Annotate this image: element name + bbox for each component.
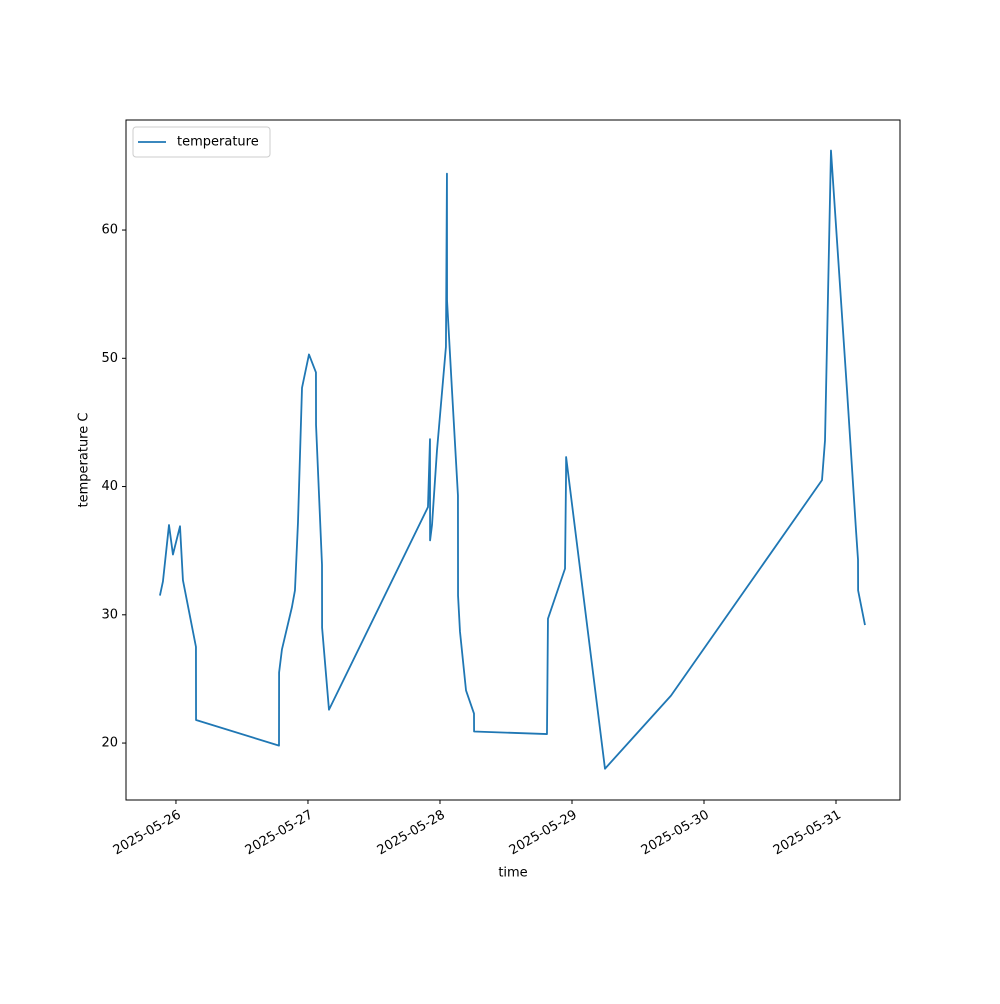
- legend-label: temperature: [177, 135, 259, 150]
- legend-box: [132, 126, 271, 158]
- y-tick-label: 20: [101, 736, 118, 751]
- y-tick-label: 50: [101, 351, 118, 366]
- y-tick-label: 30: [101, 607, 118, 622]
- plot-frame: [125, 119, 901, 801]
- y-tick-label: 40: [101, 479, 118, 494]
- y-tick-label: 60: [101, 223, 118, 238]
- line-series: [159, 149, 866, 770]
- y-axis-label: temperature C: [77, 413, 92, 508]
- x-axis-label: time: [498, 866, 527, 881]
